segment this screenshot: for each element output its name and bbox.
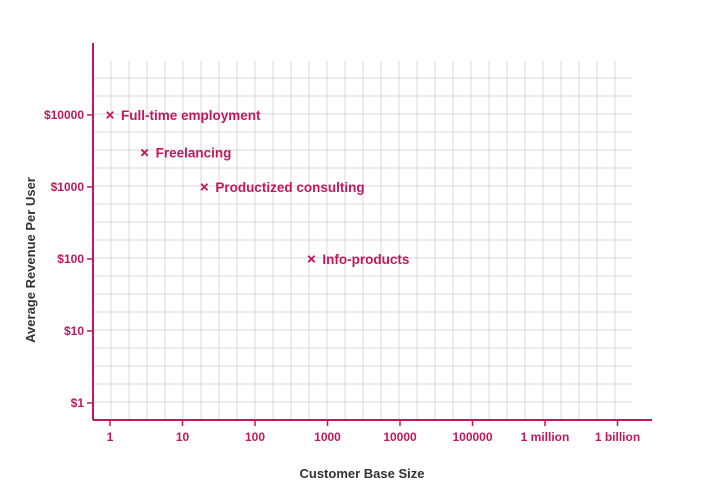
x-tick-label: 1 million bbox=[521, 430, 570, 444]
y-axis-title: Average Revenue Per User bbox=[23, 177, 38, 343]
data-point: Freelancing bbox=[140, 146, 232, 161]
data-point-label: Freelancing bbox=[156, 146, 232, 161]
ticks: 1 10 100 1000 10000 100000 1 million 1 billion $… bbox=[44, 108, 640, 444]
data-point-label: Productized consulting bbox=[215, 180, 364, 195]
data-point: Full-time employment bbox=[106, 108, 261, 123]
data-point-label: Info-products bbox=[322, 252, 409, 267]
data-point: Productized consulting bbox=[200, 180, 365, 195]
y-tick-label: $1000 bbox=[51, 180, 85, 194]
x-tick-label: 10000 bbox=[383, 430, 417, 444]
x-axis-title: Customer Base Size bbox=[300, 466, 425, 481]
x-tick-label: 1 billion bbox=[595, 430, 640, 444]
data-points: Full-time employment Freelancing Productiz… bbox=[106, 108, 409, 267]
point-marker-stroke bbox=[200, 183, 209, 191]
y-tick-label: $10000 bbox=[44, 108, 84, 122]
x-tick-label: 1 bbox=[107, 430, 114, 444]
x-tick-label: 100000 bbox=[452, 430, 492, 444]
x-tick-label: 1000 bbox=[314, 430, 341, 444]
y-tick-label: $100 bbox=[57, 252, 84, 266]
point-marker-stroke bbox=[140, 148, 149, 157]
point-marker-stroke bbox=[307, 255, 316, 263]
y-tick-label: $1 bbox=[71, 396, 85, 410]
x-tick-label: 10 bbox=[176, 430, 190, 444]
data-point-label: Full-time employment bbox=[121, 108, 261, 123]
y-tick-label: $10 bbox=[64, 324, 84, 338]
grid bbox=[93, 61, 632, 420]
data-point: Info-products bbox=[307, 252, 409, 267]
point-marker-stroke bbox=[106, 111, 114, 119]
axes bbox=[92, 43, 652, 421]
x-tick-label: 100 bbox=[245, 430, 265, 444]
